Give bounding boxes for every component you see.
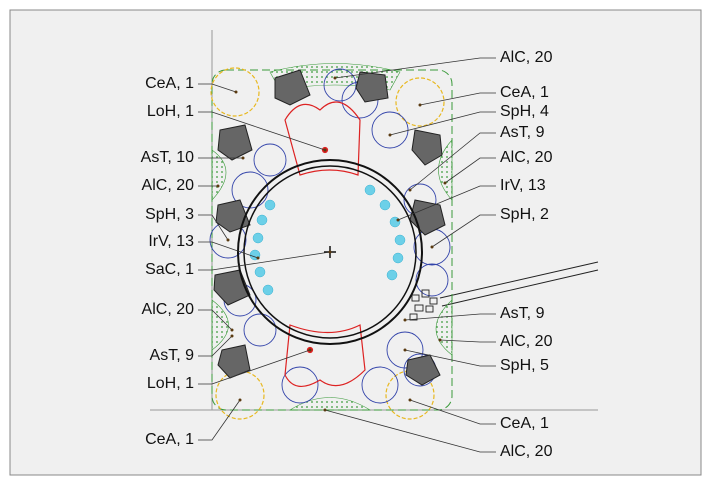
leader-line	[404, 349, 496, 367]
leader-line	[397, 185, 496, 221]
leader-dot	[403, 348, 407, 352]
label: SpH, 5	[500, 357, 549, 374]
leader-dot	[396, 218, 400, 222]
leader-dot	[418, 103, 422, 107]
label: CeA, 1	[145, 75, 194, 92]
cea	[210, 67, 445, 420]
label: AlC, 20	[142, 177, 195, 194]
leader-dot	[408, 188, 412, 192]
leader-dot	[234, 90, 238, 94]
debris	[409, 289, 438, 321]
leader-dot	[241, 156, 245, 160]
label: CeA, 1	[145, 431, 194, 448]
leader-dot	[216, 184, 220, 188]
leader-line	[198, 335, 233, 357]
leader-line	[198, 251, 331, 271]
label: AsT, 9	[500, 305, 545, 322]
label: CeA, 1	[500, 84, 549, 101]
leader-dot	[403, 318, 407, 322]
label: AlC, 20	[500, 333, 553, 350]
leader-line	[431, 214, 496, 248]
label: LoH, 1	[147, 103, 194, 120]
leader-line	[198, 111, 326, 151]
label: LoH, 1	[147, 375, 194, 392]
leader-dot	[430, 245, 434, 249]
boundary	[211, 69, 453, 411]
leader-dot	[226, 238, 230, 242]
leader-line	[198, 83, 237, 93]
leader-line	[444, 157, 496, 184]
label: SpH, 2	[500, 206, 549, 223]
label: SpH, 3	[145, 206, 194, 223]
label: AlC, 20	[500, 443, 553, 460]
sph	[209, 68, 451, 404]
leader-dot	[230, 334, 234, 338]
label: SaC, 1	[145, 261, 194, 278]
leader-line	[419, 92, 496, 106]
leader-dot	[308, 348, 312, 352]
label: AlC, 20	[500, 149, 553, 166]
leader-dot	[443, 181, 447, 185]
pipe	[439, 261, 599, 307]
leader-line	[389, 111, 496, 136]
leader-line	[324, 409, 496, 453]
label: AlC, 20	[142, 301, 195, 318]
leader-dot	[323, 408, 327, 412]
leader-dot	[388, 133, 392, 137]
label: AsT, 9	[150, 347, 195, 364]
leader-line	[334, 57, 496, 79]
leader-line	[198, 214, 229, 241]
leader-dot	[256, 256, 260, 260]
leader-line	[198, 241, 259, 259]
leader-dot	[333, 76, 337, 80]
leader-line	[198, 399, 241, 441]
irv	[249, 184, 406, 296]
label: IrV, 13	[500, 177, 546, 194]
leader-dot	[438, 338, 442, 342]
label: SpH, 4	[500, 103, 549, 120]
label: AsT, 10	[141, 149, 194, 166]
label: IrV, 13	[148, 233, 194, 250]
leader-line	[409, 399, 496, 425]
leader-dot	[323, 148, 327, 152]
leader-line	[404, 313, 496, 321]
leader-line	[198, 349, 311, 385]
leader-dot	[238, 398, 242, 402]
leader-dot	[230, 328, 234, 332]
leader-dot	[408, 398, 412, 402]
label: CeA, 1	[500, 415, 549, 432]
leader-line	[198, 309, 233, 331]
leader-dot	[328, 250, 332, 254]
label: AlC, 20	[500, 49, 553, 66]
leader-line	[439, 339, 496, 343]
leader-line	[409, 132, 496, 191]
labels: CeA, 1 LoH, 1 AsT, 10 AlC, 20 SpH, 3 IrV, 13 S…	[141, 49, 553, 460]
label: AsT, 9	[500, 124, 545, 141]
